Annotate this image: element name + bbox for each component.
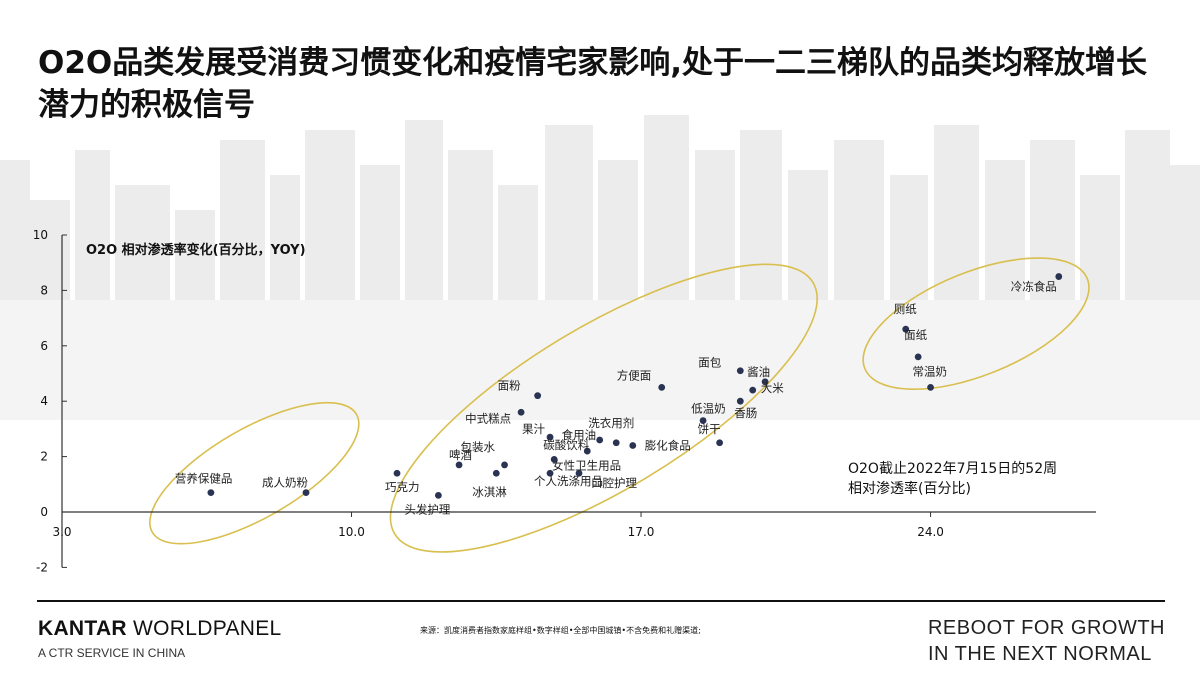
tagline-line-2: IN THE NEXT NORMAL	[927, 643, 1152, 665]
data-point	[612, 439, 620, 447]
scatter-chart: -2 2 4 6 8 10 0 3.0 10.0 17.0 24.0 营养保健品 成人奶粉 巧克力头发护…	[33, 228, 1096, 574]
point-label: 厕纸	[894, 302, 917, 316]
data-point	[575, 469, 583, 477]
point-label: 膨化食品	[645, 439, 691, 453]
y-tick-label: 4	[40, 394, 48, 408]
data-point	[492, 469, 500, 477]
point-label: 低温奶	[691, 402, 726, 416]
point-label: 女性卫生用品	[552, 458, 621, 472]
point-label: 食用油	[562, 428, 597, 442]
point-label: 香肠	[734, 406, 757, 420]
data-point	[534, 392, 542, 400]
point-label: 营养保健品	[175, 472, 233, 486]
data-point	[761, 378, 769, 386]
point-label: 成人奶粉	[262, 476, 308, 490]
point-label: 个人洗涤用品	[534, 474, 603, 488]
group-ellipse	[149, 401, 360, 545]
data-point	[716, 439, 724, 447]
point-label: 碳酸饮料	[543, 438, 589, 452]
tagline-line-1: REBOOT FOR GROWTH	[927, 617, 1165, 639]
data-point	[629, 442, 637, 449]
data-point	[736, 367, 744, 375]
y-tick-label: 0	[40, 505, 48, 519]
point-label: 面粉	[498, 379, 521, 393]
y-tick-label: -2	[36, 560, 48, 574]
group-ellipses	[149, 257, 1090, 553]
city-skyline-background	[0, 115, 1200, 420]
kantar-logo: KANTAR WORLDPANEL	[38, 617, 282, 640]
data-point	[902, 325, 910, 333]
data-point	[699, 417, 707, 424]
x-tick-label: 17.0	[628, 525, 655, 539]
data-point	[393, 469, 401, 477]
data-point	[550, 455, 558, 463]
axis-ticks: -2 2 4 6 8 10 0 3.0 10.0 17.0 24.0	[33, 228, 944, 574]
x-tick-label: 10.0	[338, 525, 365, 539]
x-tick-label: 24.0	[917, 525, 944, 539]
point-label: 包装水	[461, 440, 496, 454]
point-label: 常温奶	[913, 364, 948, 378]
point-label: 面纸	[904, 328, 927, 342]
y-tick-label: 10	[33, 228, 48, 242]
point-label: 果汁	[522, 422, 545, 436]
data-point	[455, 461, 463, 469]
data-point	[914, 353, 922, 361]
data-point	[434, 491, 442, 499]
x-tick-label: 3.0	[52, 525, 71, 539]
point-label: 方便面	[617, 368, 652, 382]
point-label: 洗衣用剂	[588, 416, 634, 430]
data-point	[927, 383, 934, 391]
data-point	[501, 461, 508, 469]
point-label: 大米	[761, 381, 784, 395]
data-point	[517, 408, 525, 416]
point-label: 冰淇淋	[472, 485, 507, 499]
point-label: 啤酒	[449, 448, 472, 462]
group-ellipse	[862, 257, 1090, 391]
point-label: 中式糕点	[465, 411, 511, 425]
data-points	[207, 273, 1063, 499]
data-point	[583, 447, 591, 455]
x-axis-label: O2O截止2022年7月15日的52周相对渗透率(百分比)	[848, 461, 1057, 497]
brand-subtitle: A CTR SERVICE IN CHINA	[38, 646, 186, 660]
point-label: 冷冻食品	[1011, 280, 1057, 294]
y-tick-label: 8	[40, 283, 48, 297]
y-axis-label: O2O 相对渗透率变化(百分比，YOY)	[86, 242, 306, 258]
point-label: 头发护理	[404, 502, 450, 516]
data-point	[546, 469, 554, 477]
data-point	[302, 489, 310, 497]
point-label: 饼干	[698, 422, 721, 436]
point-label: 面包	[698, 356, 721, 370]
data-point	[658, 383, 666, 391]
data-point	[749, 386, 757, 394]
tagline: REBOOT FOR GROWTH IN THE NEXT NORMAL	[928, 615, 1165, 667]
y-tick-label: 6	[40, 339, 48, 353]
data-point	[1055, 273, 1063, 280]
group-ellipse	[389, 263, 818, 553]
point-label: 口腔护理	[591, 476, 637, 490]
footer-divider	[37, 600, 1165, 602]
chart-axes	[61, 235, 1096, 568]
source-note: 来源：凯度消费者指数家庭样组•数字样组•全部中国城镇•不含免费和礼赠渠道;	[420, 626, 701, 635]
data-point	[596, 436, 604, 444]
y-tick-label: 2	[40, 450, 48, 464]
data-point	[207, 489, 215, 497]
data-point	[736, 397, 744, 405]
point-label: 酱油	[747, 365, 770, 379]
slide-title: O2O品类发展受消费习惯变化和疫情宅家影响,处于一二三梯队的品类均释放增长潜力的…	[38, 45, 1148, 123]
point-label: 巧克力	[385, 480, 420, 494]
data-point	[546, 433, 554, 441]
